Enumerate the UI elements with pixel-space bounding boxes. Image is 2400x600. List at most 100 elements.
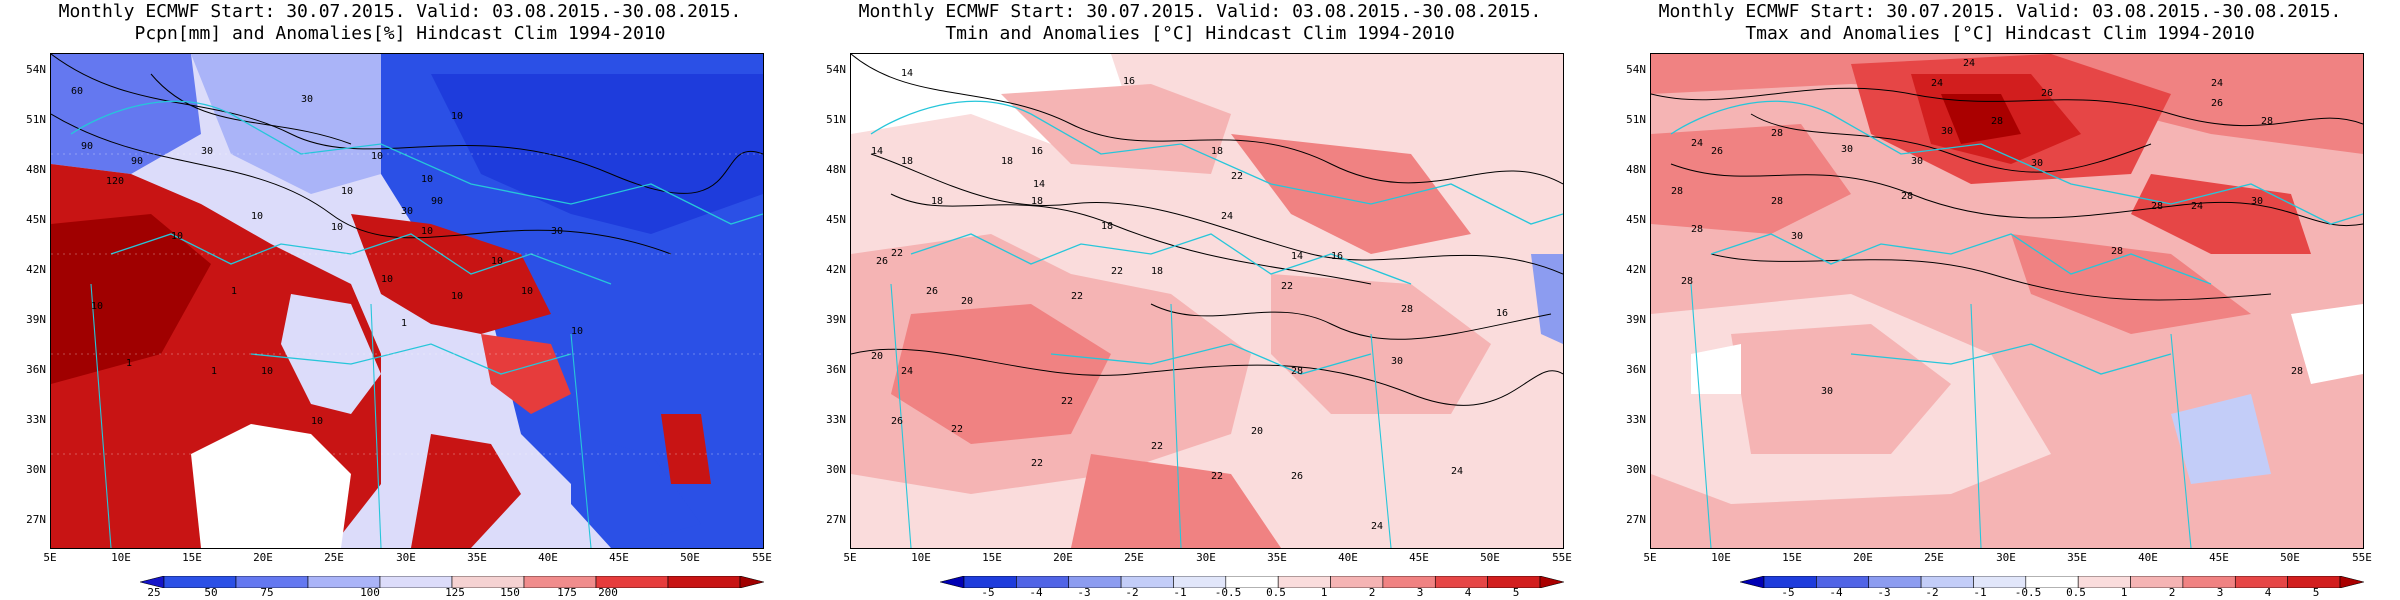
lat-label: 48N <box>1626 163 1646 176</box>
contour-label: 90 <box>431 196 443 207</box>
contour-label: 22 <box>891 248 903 259</box>
colorbar-label: -3 <box>1077 586 1091 599</box>
contour-label: 10 <box>331 222 343 233</box>
colorbar-svg <box>140 576 764 588</box>
lon-label: 25E <box>1124 551 1144 564</box>
contour-label: 28 <box>2291 366 2303 377</box>
contour-label: 30 <box>401 206 413 217</box>
contour-label: 30 <box>2031 158 2043 169</box>
lon-label: 10E <box>911 551 931 564</box>
lat-label: 51N <box>26 113 46 126</box>
tmin-contour-labels: 14 16 16 14 18 18 18 18 18 14 22 22 24 2… <box>871 68 1508 532</box>
contour-label: 24 <box>901 366 913 377</box>
lon-label: 10E <box>1711 551 1731 564</box>
contour-label: 28 <box>1901 191 1913 202</box>
lon-label: 5E <box>1643 551 1657 564</box>
colorbar-label: 125 <box>445 586 465 599</box>
tmax-map: 24 24 26 28 24 26 28 30 24 26 28 30 30 3… <box>1650 53 2364 549</box>
contour-label: 28 <box>1991 116 2003 127</box>
contour-label: 28 <box>2111 246 2123 257</box>
lat-label: 54N <box>26 63 46 76</box>
contour-label: 26 <box>1711 146 1723 157</box>
lat-label: 33N <box>26 413 46 426</box>
lon-label: 30E <box>396 551 416 564</box>
colorbar-right-triangle <box>739 576 764 588</box>
colorbar-label: -1 <box>1973 586 1987 599</box>
colorbar-label: -4 <box>1029 586 1043 599</box>
contour-label: 28 <box>1691 224 1703 235</box>
contour-label: 24 <box>1691 138 1703 149</box>
contour-label: 120 <box>106 176 124 187</box>
contour-label: 10 <box>421 174 433 185</box>
colorbar-label: 0.5 <box>1266 586 1286 599</box>
lon-label: 30E <box>1196 551 1216 564</box>
lon-label: 50E <box>2280 551 2300 564</box>
contour-label: 26 <box>876 256 888 267</box>
contour-label: 24 <box>1371 521 1383 532</box>
lon-label: 35E <box>1267 551 1287 564</box>
contour-label: 24 <box>1963 58 1975 69</box>
tmin-map: 14 16 16 14 18 18 18 18 18 14 22 22 24 2… <box>850 53 1564 549</box>
contour-label: 18 <box>1001 156 1013 167</box>
colorbar-label: 2 <box>1368 586 1376 599</box>
colorbar-label: 25 <box>147 586 161 599</box>
contour-label: 14 <box>871 146 883 157</box>
lon-label: 5E <box>43 551 57 564</box>
contour-label: 14 <box>1033 179 1045 190</box>
contour-label: 10 <box>491 256 503 267</box>
contour-label: 16 <box>1031 146 1043 157</box>
lon-label: 25E <box>1924 551 1944 564</box>
contour-label: 10 <box>251 211 263 222</box>
lat-label: 39N <box>26 313 46 326</box>
panel-title-line1: Monthly ECMWF Start: 30.07.2015. Valid: … <box>58 1 742 22</box>
lon-label: 30E <box>1996 551 2016 564</box>
contour-label: 1 <box>231 286 237 297</box>
lat-label: 54N <box>826 63 846 76</box>
colorbar-label: -0.5 <box>2014 586 2042 599</box>
contour-label: 28 <box>1681 276 1693 287</box>
lon-label: 35E <box>2067 551 2087 564</box>
contour-label: 10 <box>421 226 433 237</box>
contour-label: 10 <box>261 366 273 377</box>
colorbar-label: 75 <box>260 586 274 599</box>
colorbar-right-triangle <box>2339 576 2364 588</box>
contour-label: 28 <box>2151 201 2163 212</box>
colorbar-svg <box>1740 576 2364 588</box>
colorbar <box>1740 576 2364 588</box>
contour-label: 24 <box>2211 78 2223 89</box>
lat-label: 45N <box>1626 213 1646 226</box>
contour-label: 20 <box>871 351 883 362</box>
colorbar-label: 100 <box>360 586 380 599</box>
lat-label: 54N <box>1626 63 1646 76</box>
tmin-map-svg: 14 16 16 14 18 18 18 18 18 14 22 22 24 2… <box>851 54 1563 548</box>
contour-label: 16 <box>1331 251 1343 262</box>
lon-label: 20E <box>253 551 273 564</box>
panel-tmin: Monthly ECMWF Start: 30.07.2015. Valid: … <box>800 0 1600 600</box>
contour-label: 30 <box>1841 144 1853 155</box>
colorbar-label: 150 <box>500 586 520 599</box>
contour-label: 28 <box>1771 128 1783 139</box>
contour-label: 22 <box>1211 471 1223 482</box>
lon-label: 40E <box>1338 551 1358 564</box>
lon-label: 15E <box>1782 551 1802 564</box>
colorbar-segment <box>667 576 741 588</box>
contour-label: 16 <box>1123 76 1135 87</box>
lon-label: 55E <box>752 551 772 564</box>
lon-label: 40E <box>2138 551 2158 564</box>
panel-title-line1: Monthly ECMWF Start: 30.07.2015. Valid: … <box>1658 1 2342 22</box>
contour-label: 90 <box>131 156 143 167</box>
lon-label: 40E <box>538 551 558 564</box>
contour-label: 30 <box>1791 231 1803 242</box>
colorbar-label: 3 <box>1416 586 1424 599</box>
colorbar-label: 4 <box>1464 586 1472 599</box>
contour-label: 22 <box>1111 266 1123 277</box>
tmax-contour-labels: 24 24 26 28 24 26 28 30 24 26 28 30 30 3… <box>1671 58 2303 397</box>
lat-label: 36N <box>826 363 846 376</box>
lon-label: 15E <box>982 551 1002 564</box>
panel-tmax: Monthly ECMWF Start: 30.07.2015. Valid: … <box>1600 0 2400 600</box>
lat-label: 42N <box>826 263 846 276</box>
contour-label: 20 <box>1251 426 1263 437</box>
colorbar-label: 3 <box>2216 586 2224 599</box>
lat-label: 30N <box>826 463 846 476</box>
contour-label: 28 <box>1291 366 1303 377</box>
